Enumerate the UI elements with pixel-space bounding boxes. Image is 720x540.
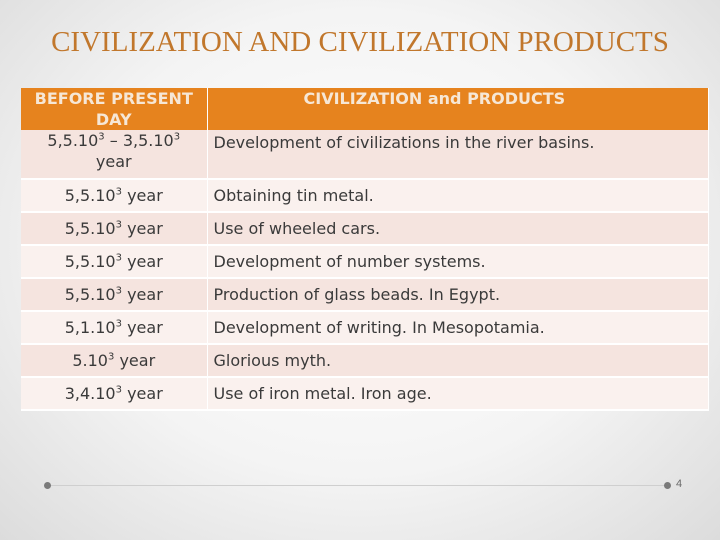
- date-suffix: year: [114, 351, 156, 370]
- date-cell: 5,5.103 year: [21, 278, 208, 312]
- date-exponent: 3: [115, 318, 122, 330]
- page-number: 4: [676, 478, 683, 490]
- event-cell: Development of civilizations in the rive…: [207, 130, 709, 180]
- date-exponent: 3: [107, 351, 115, 363]
- date-cell: 3,4.103 year: [21, 377, 208, 411]
- table-row: 5,5.103 year Development of number syste…: [21, 245, 709, 279]
- table-row: 3,4.103 year Use of iron metal. Iron age…: [21, 377, 709, 411]
- date-exponent: 3: [98, 131, 105, 143]
- date-value: 3,4.10: [64, 384, 116, 403]
- table-row: 5,5.103 year Production of glass beads. …: [21, 278, 709, 312]
- date-cell: 5.103 year: [21, 344, 208, 378]
- event-cell: Development of writing. In Mesopotamia.: [207, 311, 709, 345]
- date-suffix: year: [121, 219, 163, 238]
- date-suffix: year: [121, 318, 163, 337]
- table-row: 5,1.103 year Development of writing. In …: [21, 311, 709, 345]
- date-range-end: – 3,5.10: [104, 131, 174, 150]
- date-value: 5,5.10: [64, 186, 116, 205]
- table-header-row: BEFORE PRESENT DAY CIVILIZATION and PROD…: [21, 88, 709, 130]
- event-cell: Production of glass beads. In Egypt.: [207, 278, 709, 312]
- date-exponent: 3: [173, 131, 181, 143]
- header-before-present-day: BEFORE PRESENT DAY: [21, 88, 208, 130]
- date-value: 5,5.10: [64, 285, 116, 304]
- date-suffix: year: [121, 384, 163, 403]
- table-row: 5,5.103 – 3,5.103 year Development of ci…: [21, 130, 709, 180]
- date-cell: 5,5.103 – 3,5.103 year: [21, 130, 208, 180]
- date-value: 5.10: [72, 351, 108, 370]
- table-row: 5.103 year Glorious myth.: [21, 344, 709, 378]
- date-cell: 5,5.103 year: [21, 179, 208, 213]
- date-exponent: 3: [115, 285, 122, 297]
- date-cell: 5,5.103 year: [21, 245, 208, 279]
- date-value: 5,5.10: [64, 252, 116, 271]
- date-cell: 5,1.103 year: [21, 311, 208, 345]
- date-value: 5,5.10: [47, 131, 99, 150]
- date-value: 5,5.10: [64, 219, 116, 238]
- timeline-table: BEFORE PRESENT DAY CIVILIZATION and PROD…: [21, 88, 709, 411]
- table-row: 5,5.103 year Obtaining tin metal.: [21, 179, 709, 213]
- slide-title: CIVILIZATION AND CIVILIZATION PRODUCTS: [51, 26, 669, 58]
- date-exponent: 3: [115, 186, 122, 198]
- event-cell: Glorious myth.: [207, 344, 709, 378]
- event-cell: Development of number systems.: [207, 245, 709, 279]
- event-cell: Use of iron metal. Iron age.: [207, 377, 709, 411]
- table-row: 5,5.103 year Use of wheeled cars.: [21, 212, 709, 246]
- footer-divider-line: [48, 485, 668, 486]
- date-exponent: 3: [115, 384, 122, 396]
- date-value: 5,1.10: [64, 318, 116, 337]
- footer-dot-left: [44, 482, 51, 489]
- date-suffix: year: [95, 152, 132, 171]
- footer-dot-right: [664, 482, 671, 489]
- date-exponent: 3: [115, 252, 122, 264]
- header-civilization-products: CIVILIZATION and PRODUCTS: [207, 88, 709, 130]
- date-exponent: 3: [115, 219, 122, 231]
- event-cell: Use of wheeled cars.: [207, 212, 709, 246]
- date-suffix: year: [121, 252, 163, 271]
- date-suffix: year: [121, 285, 163, 304]
- date-cell: 5,5.103 year: [21, 212, 208, 246]
- date-suffix: year: [121, 186, 163, 205]
- event-cell: Obtaining tin metal.: [207, 179, 709, 213]
